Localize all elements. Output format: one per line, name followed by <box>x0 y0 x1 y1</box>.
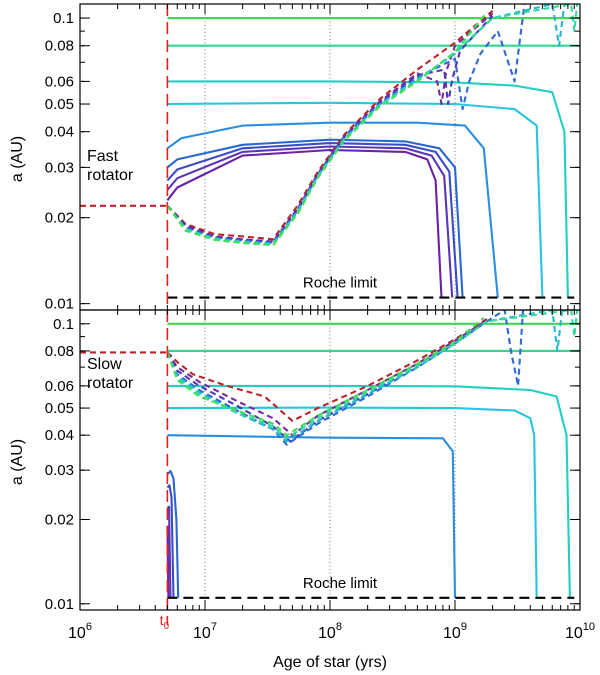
fast-rotator-annotation: Fast rotator <box>87 148 134 184</box>
fast-planet-track-7 <box>166 142 459 298</box>
slow-planet-track-7 <box>166 484 175 598</box>
x-axis-label: Age of star (yrs) <box>273 654 387 671</box>
slow-planet-track-8 <box>166 505 172 598</box>
slow-y-tick-label: 0.06 <box>45 378 74 395</box>
x-tick-label-exponent: 9 <box>461 621 467 633</box>
x-tick-label-base: 10 <box>443 625 461 642</box>
fast-planet-track-4 <box>167 101 544 298</box>
slow-spin-track-5 <box>166 310 564 443</box>
t0-label: t0 <box>160 612 170 632</box>
slow-rotator-annotation-line: rotator <box>87 375 134 392</box>
fast-y-tick-label: 0.03 <box>45 159 74 176</box>
slow-y-tick-label: 0.04 <box>45 427 74 444</box>
x-tick-label-exponent: 6 <box>86 621 92 633</box>
fast-spin-track-1 <box>166 9 494 241</box>
slow-spin-track-7 <box>166 316 485 437</box>
slow-planet-track-5 <box>167 434 457 598</box>
fast-spin-track-6 <box>166 4 579 246</box>
x-tick-label: 108 <box>318 621 342 642</box>
x-tick-label-base: 10 <box>318 625 336 642</box>
x-tick-label: 109 <box>443 621 467 642</box>
slow-y-tick-label: 0.03 <box>45 462 74 479</box>
fast-spin-track-7 <box>166 11 488 247</box>
frame-layer <box>79 3 581 611</box>
t0-label-subscript: 0 <box>164 621 170 632</box>
fast-y-tick-label: 0.1 <box>53 10 74 27</box>
fast-y-tick-label: 0.01 <box>45 296 74 313</box>
slow-planet-track-3 <box>167 384 571 598</box>
slow-spin-track-1 <box>166 318 488 422</box>
slow-y-tick-label: 0.01 <box>45 596 74 613</box>
slow-spin-track-2 <box>166 319 488 437</box>
t0-label-base: t <box>160 612 164 628</box>
fast-y-tick-label: 0.04 <box>45 124 74 141</box>
slow-y-tick-label: 0.05 <box>45 400 74 417</box>
fast-y-axis-label: a (AU) <box>9 136 26 182</box>
x-tick-label-exponent: 10 <box>583 621 595 633</box>
fast-rotator-annotation-line: Fast <box>87 148 119 165</box>
x-tick-label: 107 <box>193 621 217 642</box>
slow-y-tick-label: 0.08 <box>45 343 74 360</box>
x-tick-label: 106 <box>68 621 92 642</box>
slow-plot-frame <box>79 309 581 611</box>
grid-layer <box>204 4 456 610</box>
text-layer: Roche limit 0.01 0.02 0.03 0.04 0.05 0.06 0.08 0… <box>9 10 595 671</box>
x-tick-label-exponent: 8 <box>336 621 342 633</box>
slow-spin-track-4 <box>166 310 525 446</box>
fast-planet-track-3 <box>167 80 569 298</box>
fast-planet-track-5 <box>166 121 499 298</box>
fast-y-tick-label: 0.06 <box>45 73 74 90</box>
fast-planet-track-6 <box>166 138 464 298</box>
fast-series-group <box>80 4 580 299</box>
slow-spin-track-6 <box>166 310 579 440</box>
x-tick-label-base: 10 <box>193 625 211 642</box>
x-tick-label-base: 10 <box>565 625 583 642</box>
slow-rotator-annotation-line: Slow <box>87 356 122 373</box>
slow-y-tick-label: 0.02 <box>45 511 74 528</box>
slow-planet-track-4 <box>167 406 538 598</box>
x-tick-label: 1010 <box>565 621 595 642</box>
slow-y-axis-label: a (AU) <box>9 439 26 485</box>
slow-planet-track-6 <box>166 469 180 598</box>
slow-spin-track-3 <box>166 320 488 443</box>
fast-rotator-annotation-line: rotator <box>87 167 134 184</box>
slow-rotator-annotation: Slow rotator <box>87 356 134 392</box>
fast-y-tick-label: 0.02 <box>45 210 74 227</box>
x-tick-label-base: 10 <box>68 625 86 642</box>
slow-y-tick-label: 0.1 <box>53 316 74 333</box>
fast-roche-limit-label: Roche limit <box>303 275 378 292</box>
fast-y-tick-label: 0.05 <box>45 96 74 113</box>
fast-spin-track-5 <box>166 4 566 245</box>
fast-planet-track-9 <box>166 148 443 298</box>
fast-y-tick-label: 0.08 <box>45 38 74 55</box>
x-tick-label-exponent: 7 <box>211 621 217 633</box>
fast-planet-track-8 <box>166 145 454 298</box>
slow-roche-limit-label: Roche limit <box>303 575 378 592</box>
